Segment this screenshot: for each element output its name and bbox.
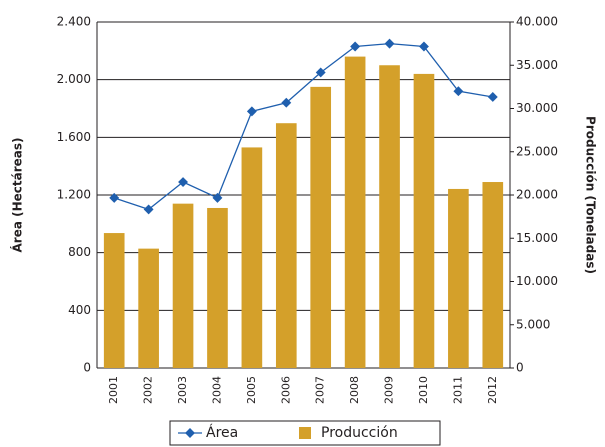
y-tick-label: 2.400 [57, 15, 91, 29]
y2-tick-label: 35.000 [516, 58, 558, 72]
x-tick-label: 2002 [142, 376, 155, 404]
marker [350, 41, 361, 52]
marker [143, 204, 154, 215]
bar [310, 86, 332, 368]
y-tick-label: 2.000 [57, 72, 91, 86]
x-tick-label: 2012 [486, 376, 499, 404]
y-tick-label: 800 [68, 245, 91, 259]
y2-tick-label: 15.000 [516, 231, 558, 245]
y-tick-label: 0 [83, 361, 91, 375]
bar [379, 65, 400, 368]
marker [178, 177, 188, 187]
legend-swatch [299, 427, 311, 439]
bar [344, 56, 366, 368]
x-tick-label: 2007 [314, 376, 327, 404]
x-tick-label: 2011 [451, 376, 464, 404]
x-tick-label: 2001 [107, 376, 120, 404]
y-tick-label: 1.200 [57, 188, 91, 202]
bar [482, 182, 504, 368]
legend-label: Producción [321, 425, 398, 441]
y2-axis-title: Producción (Toneladas) [584, 116, 598, 274]
y2-tick-label: 0 [516, 361, 524, 375]
marker [246, 106, 257, 117]
x-tick-label: 2006 [279, 376, 292, 404]
marker [212, 192, 223, 203]
y2-tick-label: 30.000 [516, 101, 558, 115]
y2-tick-label: 5.000 [516, 317, 550, 331]
y2-tick-label: 40.000 [516, 15, 558, 29]
bar [241, 147, 263, 368]
bar [207, 207, 228, 368]
y2-tick-label: 20.000 [516, 188, 558, 202]
legend-box [169, 420, 441, 446]
legend-marker [185, 428, 195, 438]
legend-label: Área [206, 424, 238, 441]
y-tick-label: 400 [68, 303, 91, 317]
marker [384, 38, 395, 49]
bar [138, 248, 159, 368]
x-tick-label: 2010 [417, 376, 430, 404]
bar [103, 233, 125, 368]
y2-tick-label: 10.000 [516, 274, 558, 288]
x-tick-label: 2005 [245, 376, 258, 404]
bar [275, 123, 297, 368]
x-tick-label: 2008 [348, 376, 361, 404]
bar [448, 188, 469, 368]
y-axis-title: Área (Hectáreas) [10, 137, 25, 252]
marker [109, 192, 120, 203]
x-tick-label: 2009 [383, 376, 396, 404]
line [114, 42, 493, 211]
marker [487, 92, 498, 102]
bar [172, 203, 194, 368]
y2-tick-label: 25.000 [516, 144, 558, 158]
x-tick-label: 2004 [210, 376, 223, 404]
x-tick-label: 2003 [176, 376, 189, 404]
bar [413, 73, 435, 369]
y-tick-label: 1.600 [57, 130, 91, 144]
